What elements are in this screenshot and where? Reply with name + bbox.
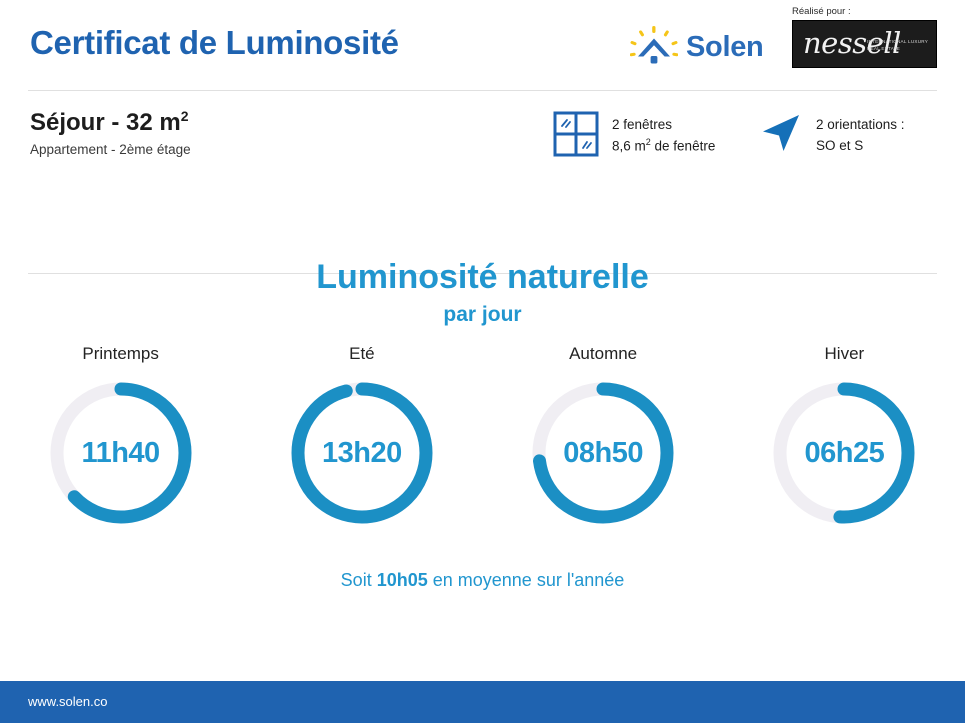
- orientation-count: 2 orientations :: [816, 116, 905, 132]
- donut-chart: 11h40: [42, 374, 200, 532]
- donut-chart-row: Printemps 11h40 Eté 13h20 Automne: [0, 344, 965, 532]
- partner-tagline: INTERNATIONAL LUXURY REAL ESTATE: [867, 39, 928, 51]
- donut-value: 08h50: [563, 436, 643, 469]
- footer-website-link[interactable]: www.solen.co: [28, 694, 108, 709]
- room-info-row: Séjour - 32 m2 Appartement - 2ème étage …: [0, 96, 965, 274]
- orientation-info: 2 orientations : SO et S: [758, 110, 905, 161]
- window-info-text: 2 fenêtres 8,6 m2 de fenêtre: [612, 115, 715, 157]
- room-name-superscript: 2: [180, 108, 189, 124]
- season-label: Printemps: [82, 344, 159, 363]
- donut-cell-printemps: Printemps 11h40: [0, 344, 241, 532]
- donut-value: 13h20: [322, 436, 402, 469]
- season-label: Automne: [569, 344, 638, 363]
- room-name: Séjour - 32 m2: [30, 108, 189, 137]
- chart-subtitle: par jour: [443, 303, 522, 326]
- donut-value: 06h25: [804, 436, 885, 469]
- partner-name: nessell: [803, 26, 901, 60]
- season-label: Eté: [349, 344, 375, 363]
- window-info: 2 fenêtres 8,6 m2 de fenêtre: [552, 110, 715, 163]
- brand-name: Solen: [686, 30, 764, 63]
- donut-cell-automne: Automne 08h50: [483, 344, 724, 532]
- brand-logo: Solen: [629, 26, 764, 68]
- compass-arrow-icon: [758, 110, 804, 161]
- window-area-suffix: de fenêtre: [650, 138, 716, 154]
- donut-cell-ete: Eté 13h20: [241, 344, 482, 532]
- donut-chart: 08h50: [524, 374, 682, 532]
- average-prefix: Soit: [340, 570, 377, 590]
- window-area-prefix: 8,6 m: [612, 138, 646, 154]
- partner-block: Réalisé pour : nessell INTERNATIONAL LUX…: [792, 6, 937, 68]
- chart-title: Luminosité naturelle: [316, 258, 649, 296]
- donut-chart: 13h20: [283, 374, 441, 532]
- partner-label: Réalisé pour :: [792, 6, 851, 17]
- page-title: Certificat de Luminosité: [30, 24, 399, 61]
- room-subtitle: Appartement - 2ème étage: [30, 142, 191, 157]
- orientation-info-text: 2 orientations : SO et S: [816, 115, 905, 157]
- solen-sun-house-icon: [629, 26, 679, 68]
- average-suffix: en moyenne sur l'année: [427, 570, 625, 590]
- header-divider: [28, 90, 937, 91]
- page-header: Certificat de Luminosité: [0, 0, 965, 92]
- partner-logo: nessell INTERNATIONAL LUXURY REAL ESTATE: [792, 20, 937, 68]
- page-footer: www.solen.co: [0, 681, 965, 723]
- room-divider: [28, 273, 937, 274]
- window-grid-icon: [552, 110, 600, 163]
- donut-chart: 06h25: [765, 374, 923, 532]
- donut-value: 11h40: [81, 436, 161, 469]
- donut-cell-hiver: Hiver 06h25: [724, 344, 965, 532]
- window-count: 2 fenêtres: [612, 117, 673, 133]
- average-value: 10h05: [376, 570, 428, 590]
- annual-average-text: Soit 10h05 en moyenne sur l'année: [0, 570, 965, 591]
- room-name-text: Séjour - 32 m: [30, 109, 181, 136]
- season-label: Hiver: [824, 344, 865, 363]
- orientation-values: SO et S: [816, 137, 864, 153]
- window-area-superscript: 2: [645, 137, 651, 148]
